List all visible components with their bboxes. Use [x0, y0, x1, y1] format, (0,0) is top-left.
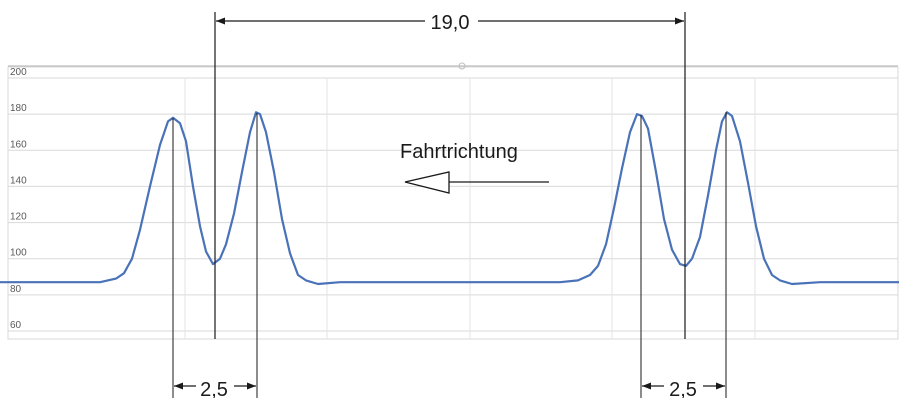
direction-arrow-icon — [404, 171, 549, 194]
right-pair-label: 2,5 — [669, 379, 697, 398]
right-pair-arrow-right — [716, 382, 725, 390]
y-tick-label: 60 — [10, 320, 22, 331]
span-arrow-left — [216, 17, 225, 25]
plot-area — [7, 66, 899, 340]
annotations — [172, 12, 727, 398]
left-pair-arrow-left — [174, 382, 183, 390]
y-tick-label: 80 — [10, 284, 22, 295]
y-axis-ticks: 60 80 100 120 140 160 180 200 — [10, 67, 27, 331]
direction-label: Fahrtrichtung — [400, 141, 518, 163]
span-arrow-right — [675, 17, 684, 25]
y-tick-label: 180 — [10, 103, 27, 114]
y-tick-label: 120 — [10, 212, 27, 223]
y-tick-label: 100 — [10, 248, 27, 259]
series-line — [0, 111, 899, 286]
resize-handle-icon — [458, 62, 466, 70]
span-label: 19,0 — [431, 12, 470, 34]
left-pair-arrow-right — [247, 382, 256, 390]
y-tick-label: 140 — [10, 175, 27, 186]
right-pair-arrow-left — [642, 382, 651, 390]
left-pair-label: 2,5 — [200, 379, 228, 398]
y-tick-label: 160 — [10, 139, 27, 150]
y-tick-label: 200 — [10, 67, 27, 78]
gridlines — [8, 77, 898, 339]
